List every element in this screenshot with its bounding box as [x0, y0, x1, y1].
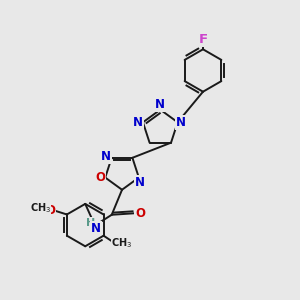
Text: CH$_3$: CH$_3$	[111, 236, 132, 250]
Text: F: F	[198, 33, 208, 46]
Text: N: N	[176, 116, 186, 129]
Text: O: O	[95, 171, 105, 184]
Text: N: N	[133, 116, 142, 129]
Text: N: N	[91, 221, 101, 235]
Text: N: N	[155, 98, 165, 111]
Text: CH$_3$: CH$_3$	[30, 202, 51, 215]
Text: O: O	[135, 207, 145, 220]
Text: H: H	[86, 218, 96, 228]
Text: N: N	[135, 176, 145, 189]
Text: N: N	[101, 150, 111, 163]
Text: O: O	[45, 205, 56, 218]
